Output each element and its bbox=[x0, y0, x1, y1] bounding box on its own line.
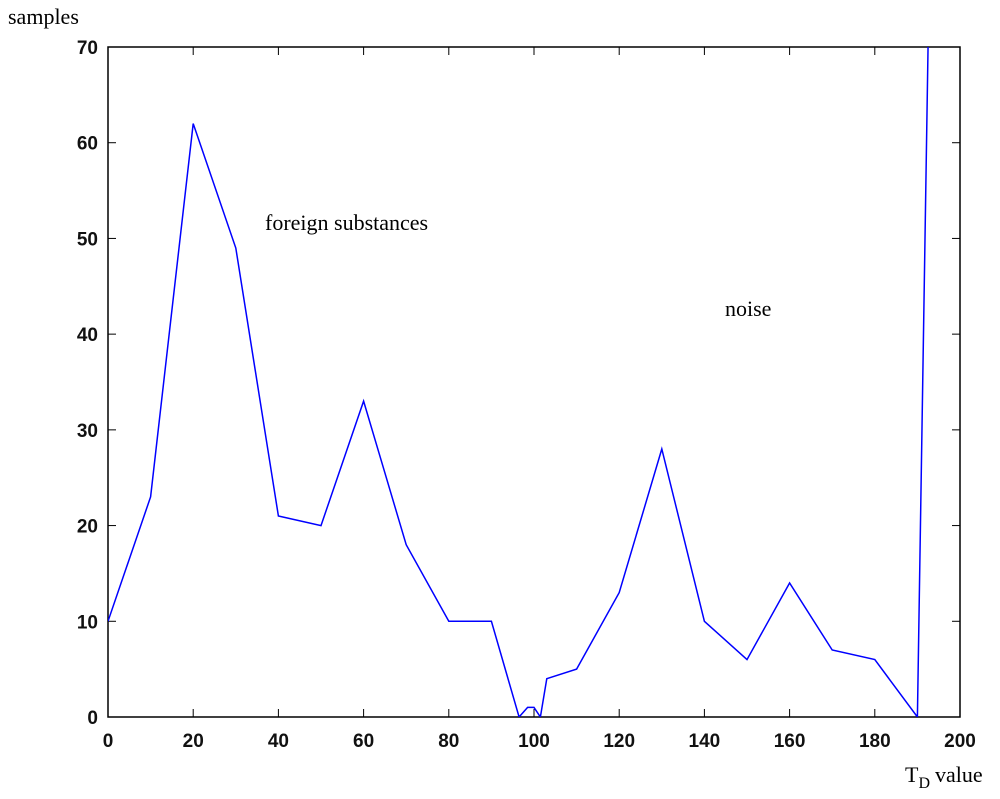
x-tick-label: 100 bbox=[518, 731, 550, 752]
y-tick-label: 40 bbox=[77, 325, 98, 346]
x-tick-label: 60 bbox=[353, 731, 374, 752]
x-tick-label: 160 bbox=[774, 731, 806, 752]
annotation: noise bbox=[725, 296, 771, 321]
y-axis-label: samples bbox=[8, 4, 79, 29]
y-tick-label: 60 bbox=[77, 134, 98, 155]
y-tick-label: 30 bbox=[77, 421, 98, 442]
x-axis-label-main: T bbox=[905, 762, 919, 787]
x-tick-label: 0 bbox=[103, 731, 114, 752]
x-tick-label: 20 bbox=[183, 731, 204, 752]
y-tick-label: 50 bbox=[77, 229, 98, 250]
x-axis-label-subscript: D bbox=[918, 775, 930, 792]
y-tick-label: 0 bbox=[87, 708, 98, 729]
plot-frame bbox=[107, 46, 961, 718]
x-axis-label-suffix: value bbox=[935, 762, 983, 787]
x-tick-label: 200 bbox=[944, 731, 976, 752]
x-tick-label: 120 bbox=[603, 731, 635, 752]
annotation: foreign substances bbox=[265, 210, 428, 235]
x-tick-label: 180 bbox=[859, 731, 891, 752]
x-tick-label: 140 bbox=[689, 731, 721, 752]
data-line bbox=[108, 47, 929, 717]
y-tick-label: 20 bbox=[77, 517, 98, 538]
x-axis-label: TD value bbox=[905, 762, 983, 792]
x-tick-label: 80 bbox=[438, 731, 459, 752]
x-tick-label: 40 bbox=[268, 731, 289, 752]
y-tick-label: 10 bbox=[77, 612, 98, 633]
y-tick-label: 70 bbox=[77, 38, 98, 59]
